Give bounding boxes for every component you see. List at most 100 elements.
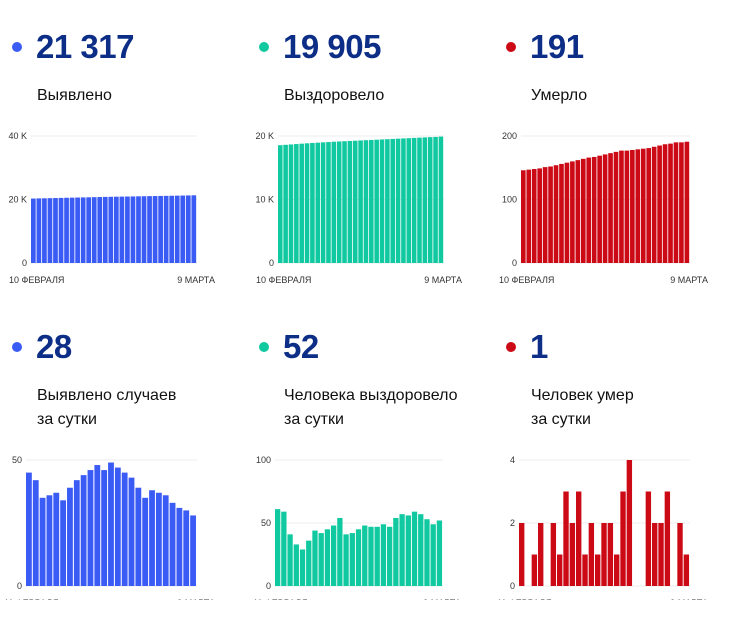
bar	[119, 196, 125, 263]
bar	[679, 142, 684, 263]
bar	[67, 487, 73, 586]
recovered-daily-value: 52	[283, 328, 319, 365]
bar	[73, 480, 80, 586]
bar	[438, 136, 444, 263]
bar	[542, 167, 548, 263]
bar	[576, 491, 582, 586]
bar	[158, 195, 163, 263]
bar	[664, 491, 671, 586]
bar	[379, 139, 385, 263]
bar	[586, 157, 592, 263]
bar	[80, 475, 87, 586]
bar	[293, 544, 299, 586]
bar	[136, 196, 141, 263]
series-dot	[506, 342, 516, 352]
bar	[538, 523, 544, 586]
bar	[114, 196, 119, 263]
series-dot	[259, 342, 269, 352]
bar	[169, 195, 175, 263]
bar	[278, 145, 283, 263]
bar	[613, 151, 619, 263]
bar	[149, 490, 155, 586]
bar	[548, 166, 553, 263]
bar	[619, 150, 624, 263]
bar	[531, 169, 537, 263]
x-end-label: 9 МАРТА	[177, 598, 215, 600]
bar	[108, 462, 114, 586]
recovered-daily-label: Человека выздоровело за сутки	[284, 387, 458, 428]
bar	[135, 487, 142, 586]
y-tick-label: 4	[510, 455, 515, 465]
bar	[658, 523, 664, 586]
bar	[336, 141, 342, 263]
deaths-daily-value: 1	[530, 328, 548, 365]
bar	[430, 524, 436, 586]
bar	[47, 198, 53, 263]
bar	[347, 140, 353, 263]
x-end-label: 9 МАРТА	[670, 275, 708, 285]
bar	[646, 148, 652, 263]
bar	[331, 141, 337, 263]
bar	[60, 500, 67, 586]
bar	[553, 165, 559, 263]
bar	[101, 470, 108, 586]
bar	[169, 502, 176, 586]
bar	[315, 142, 321, 263]
deaths-total-label: Умерло	[531, 87, 588, 104]
bar	[163, 195, 169, 263]
bar	[368, 526, 374, 586]
bar	[645, 491, 652, 586]
bar	[411, 511, 418, 586]
bar	[324, 529, 331, 586]
y-tick-label: 0	[17, 581, 22, 591]
bar	[673, 142, 679, 263]
bar	[337, 517, 343, 586]
bar	[362, 525, 368, 586]
bar	[64, 197, 69, 263]
bar	[32, 480, 39, 586]
y-tick-label: 200	[502, 131, 517, 141]
bar	[130, 196, 136, 263]
bar	[550, 523, 557, 586]
bar	[342, 141, 347, 263]
bar	[557, 554, 563, 586]
bar	[575, 160, 581, 263]
bar	[343, 534, 349, 586]
detected-total-chart: 40 K 20 K 0 10 ФЕВРАЛЯ 9 МАРТА	[8, 131, 215, 285]
bar	[607, 523, 614, 586]
bar	[287, 534, 293, 586]
y-tick-label: 0	[266, 581, 271, 591]
recovered-total-label: Выздоровело	[284, 87, 385, 104]
x-end-label: 9 МАРТА	[423, 598, 461, 600]
bar	[668, 143, 673, 263]
detected-total-label: Выявлено	[37, 87, 112, 104]
recovered-daily-chart: 100 50 0 11 ФЕВРАЛЯ 9 МАРТА	[253, 455, 461, 600]
x-end-label: 9 МАРТА	[177, 275, 215, 285]
y-tick-label: 50	[261, 518, 271, 528]
y-tick-label: 50	[12, 455, 22, 465]
bar	[635, 149, 641, 263]
recovered-total-chart: 20 K 10 K 0 10 ФЕВРАЛЯ 9 МАРТА	[255, 131, 462, 285]
y-tick-label: 2	[510, 518, 515, 528]
panel-detected-total: 21 317 Выявлено 40 K 20 K 0 10 ФЕВРАЛЯ 9 МАР…	[0, 0, 243, 300]
bar	[630, 149, 635, 263]
bar	[424, 519, 430, 586]
bar	[651, 146, 657, 263]
bar	[662, 144, 668, 263]
bar	[526, 169, 532, 263]
bar	[36, 198, 42, 263]
bar	[588, 523, 595, 586]
bar	[58, 197, 64, 263]
bar	[521, 170, 526, 263]
bar	[53, 198, 58, 263]
bar	[275, 509, 281, 586]
bar	[121, 472, 128, 586]
bar	[355, 529, 362, 586]
bar	[657, 145, 662, 263]
bar	[369, 139, 374, 263]
y-tick-label: 100	[256, 455, 271, 465]
bar	[283, 144, 288, 263]
x-start-label: 11 ФЕВРАЛЯ	[4, 598, 59, 600]
